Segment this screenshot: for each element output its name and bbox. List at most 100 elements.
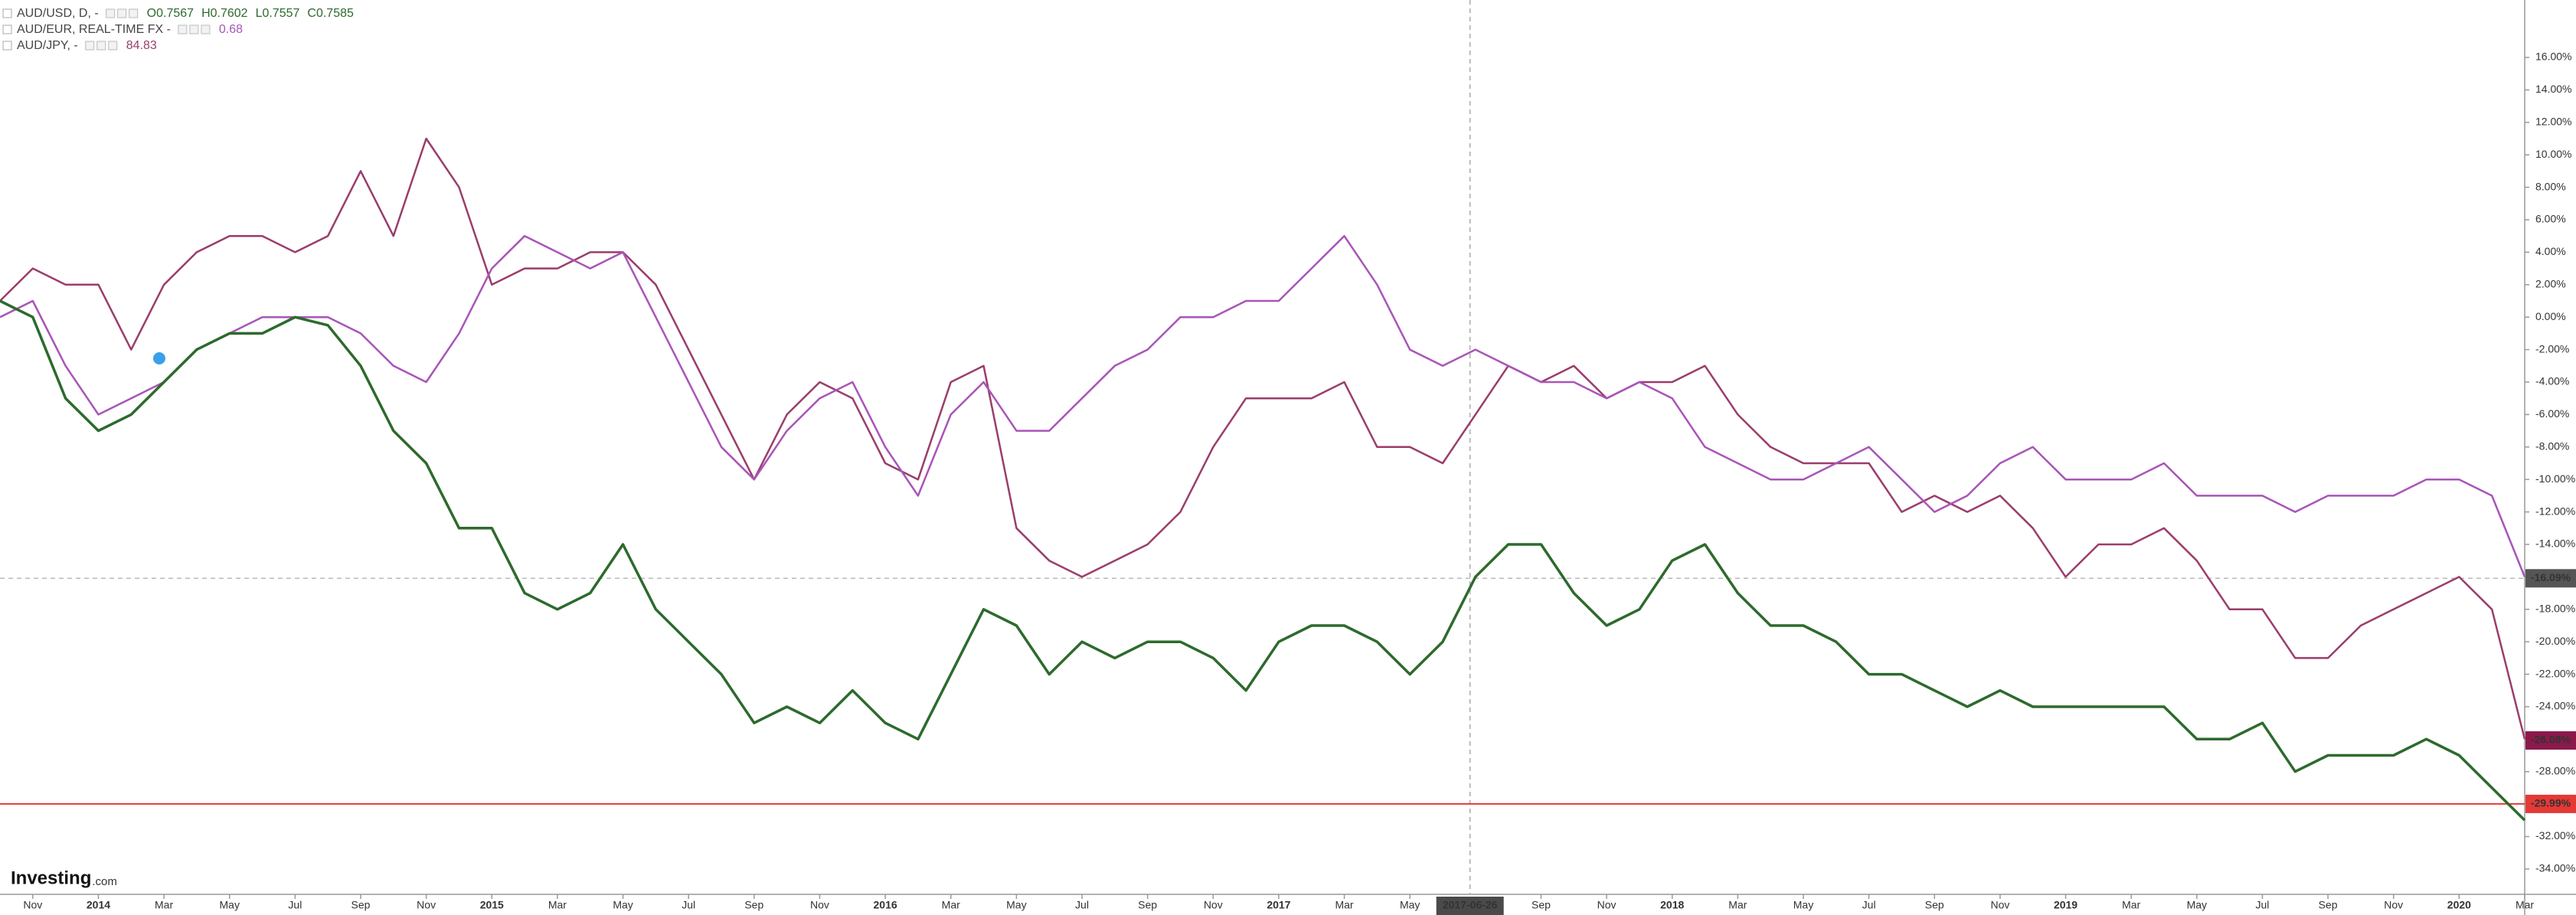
- y-tick-label: 6.00%: [2535, 213, 2566, 225]
- y-tick-label: -32.00%: [2535, 829, 2575, 841]
- legend-button[interactable]: [117, 8, 127, 18]
- x-tick-label: 2014: [87, 899, 110, 911]
- x-tick-label: Nov: [417, 899, 436, 911]
- y-tick-label: -10.00%: [2535, 472, 2575, 485]
- legend-toggle[interactable]: [2, 8, 12, 18]
- x-tick-label: Mar: [2516, 899, 2534, 911]
- x-tick-label: Nov: [2384, 899, 2403, 911]
- x-tick-label: Jul: [2256, 899, 2270, 911]
- x-tick-label: Mar: [155, 899, 173, 911]
- crosshair-tag: [1436, 897, 1504, 915]
- x-tick-label: 2015: [480, 899, 504, 911]
- legend-button[interactable]: [106, 8, 116, 18]
- overlay: 16.00% 14.00% 12.00% 10.00% 8.00% 6.00% 4.00% 2…: [2, 7, 2576, 915]
- y-tick-label: -24.00%: [2535, 700, 2575, 712]
- y-tick-label: 10.00%: [2535, 148, 2571, 160]
- legend-quote: O0.7567: [147, 7, 194, 20]
- series-line: [0, 299, 2526, 822]
- legend-button[interactable]: [189, 25, 199, 34]
- x-tick-label: Nov: [1597, 899, 1617, 911]
- crosshair-label: 2017-06-26: [1443, 899, 1498, 911]
- legend-button[interactable]: [178, 25, 188, 34]
- legend-name[interactable]: AUD/EUR, REAL-TIME FX -: [17, 23, 171, 36]
- plot: [0, 0, 2526, 894]
- x-tick-label: Jul: [682, 899, 695, 911]
- y-tick-label: -14.00%: [2535, 538, 2575, 550]
- legend-quote: L0.7557: [256, 7, 300, 20]
- x-tick-label: Sep: [744, 899, 763, 911]
- price-tag: [2525, 569, 2576, 588]
- legend-quote: C0.7585: [307, 7, 354, 20]
- x-tick-label: Mar: [1728, 899, 1747, 911]
- legend-name[interactable]: AUD/USD, D, -: [17, 7, 99, 20]
- x-tick-label: May: [2187, 899, 2207, 911]
- x-tick-label: May: [613, 899, 633, 911]
- legend-quote: H0.7602: [201, 7, 248, 20]
- y-tick-label: 8.00%: [2535, 180, 2566, 192]
- price-tag: [2525, 794, 2576, 813]
- y-tick-label: -28.00%: [2535, 764, 2575, 776]
- y-tick-label: -4.00%: [2535, 375, 2569, 387]
- x-tick-label: Jul: [288, 899, 302, 911]
- x-tick-label: Sep: [351, 899, 371, 911]
- series-line: [0, 234, 2526, 577]
- x-tick-label: Nov: [23, 899, 42, 911]
- legend-button[interactable]: [201, 25, 211, 34]
- price-tag: [2525, 731, 2576, 750]
- y-tick-label: 2.00%: [2535, 278, 2566, 290]
- x-tick-label: 2019: [2054, 899, 2077, 911]
- y-tick-label: -20.00%: [2535, 635, 2575, 647]
- legend-quote: 0.68: [219, 23, 243, 36]
- y-tick-label: -8.00%: [2535, 440, 2569, 452]
- legend-button[interactable]: [96, 41, 106, 51]
- legend-name[interactable]: AUD/JPY, -: [17, 39, 78, 52]
- y-tick-label: 0.00%: [2535, 310, 2566, 322]
- price-tag-label: -26.08%: [2531, 734, 2571, 746]
- x-tick-label: Jul: [1075, 899, 1089, 911]
- x-tick-label: 2016: [874, 899, 897, 911]
- y-tick-label: -12.00%: [2535, 505, 2575, 517]
- x-tick-label: May: [1006, 899, 1026, 911]
- event-marker[interactable]: [152, 351, 167, 366]
- legend-button[interactable]: [85, 41, 95, 51]
- x-tick-label: 2018: [1660, 899, 1684, 911]
- y-tick-label: -18.00%: [2535, 602, 2575, 614]
- x-tick-label: Sep: [1138, 899, 1157, 911]
- x-tick-label: Nov: [1204, 899, 1223, 911]
- x-tick-label: Sep: [1925, 899, 1944, 911]
- legend-button[interactable]: [108, 41, 118, 51]
- y-tick-label: -34.00%: [2535, 862, 2575, 874]
- y-tick-label: 4.00%: [2535, 245, 2566, 257]
- x-tick-label: May: [1400, 899, 1420, 911]
- x-tick-label: Sep: [1532, 899, 1551, 911]
- x-tick-label: Nov: [1990, 899, 2009, 911]
- x-tick-label: Mar: [2122, 899, 2140, 911]
- x-tick-label: May: [220, 899, 240, 911]
- x-tick-label: Jul: [1862, 899, 1876, 911]
- y-tick-label: -22.00%: [2535, 667, 2575, 679]
- y-tick-label: 12.00%: [2535, 116, 2571, 128]
- price-tag-label: -29.99%: [2531, 797, 2571, 809]
- x-tick-label: Mar: [548, 899, 567, 911]
- y-tick-label: 14.00%: [2535, 83, 2571, 95]
- y-tick-label: 16.00%: [2535, 51, 2571, 63]
- x-tick-label: Sep: [2319, 899, 2338, 911]
- x-tick-label: Mar: [942, 899, 960, 911]
- x-tick-label: Mar: [1335, 899, 1353, 911]
- legend-button[interactable]: [129, 8, 139, 18]
- x-tick-label: 2020: [2447, 899, 2471, 911]
- x-tick-label: Nov: [810, 899, 829, 911]
- series-line: [0, 137, 2526, 740]
- x-tick-label: May: [1793, 899, 1813, 911]
- logo: Investing: [11, 868, 91, 888]
- legend-toggle[interactable]: [2, 41, 12, 51]
- legend-quote: 84.83: [126, 39, 157, 52]
- x-tick-label: 2017: [1267, 899, 1290, 911]
- logo-suffix: .com: [92, 875, 117, 888]
- y-tick-label: -6.00%: [2535, 407, 2569, 420]
- y-tick-label: -2.00%: [2535, 342, 2569, 355]
- price-tag-label: -16.09%: [2531, 571, 2571, 583]
- legend-toggle[interactable]: [2, 25, 12, 34]
